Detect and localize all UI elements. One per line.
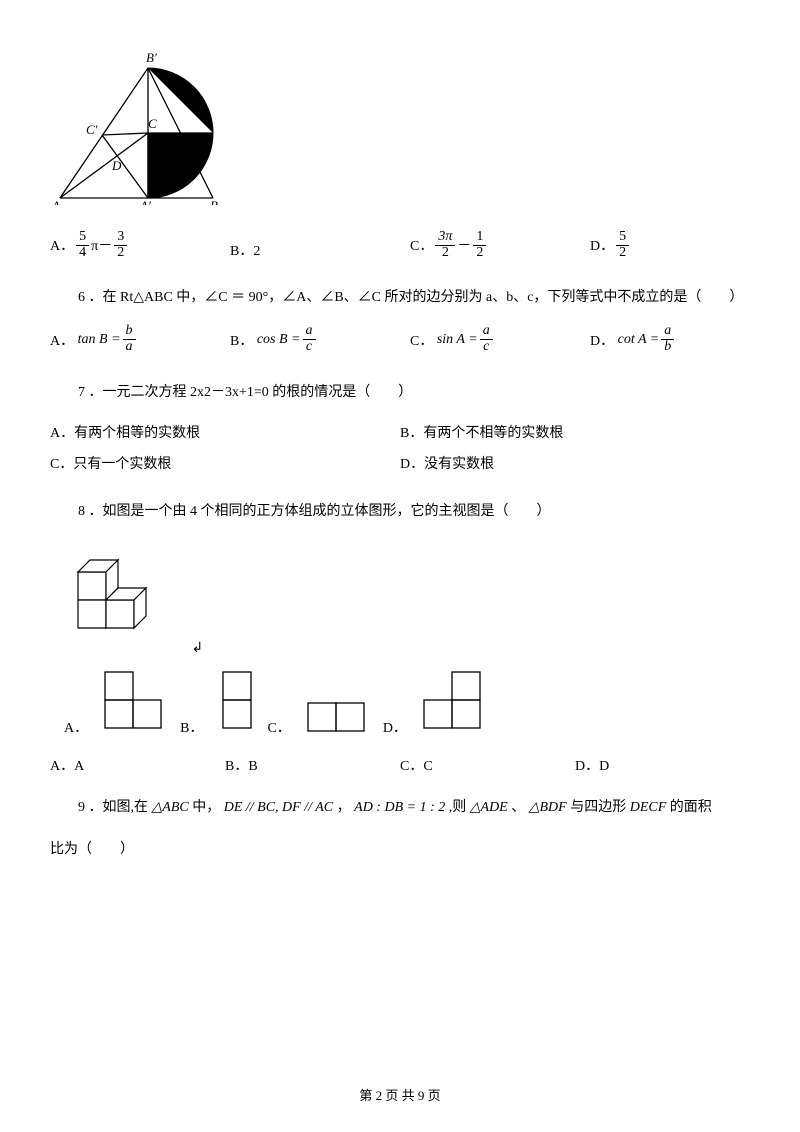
q8-answer-b: B．B (225, 755, 400, 775)
label-A: A (51, 198, 60, 205)
q5-option-c: C． 3π2 － 12 (410, 230, 590, 260)
option-label: B．2 (230, 240, 260, 260)
q8-answer-d: D．D (575, 755, 750, 775)
q8-arrow-label: ↲ (192, 641, 204, 656)
q8-view-options: A． B． C． D． (62, 669, 750, 737)
q8-figure: ↲ (58, 542, 750, 657)
q8-answers: A．A B．B C．C D．D (50, 755, 750, 775)
option-label: C． (410, 235, 433, 255)
label-A-prime: A' (139, 198, 151, 205)
q8-text: 8 ．如图是一个由 4 个相同的正方体组成的立体图形，它的主视图是（ ） (50, 498, 750, 526)
label-C-prime: C' (86, 122, 98, 137)
label-C: C (148, 116, 157, 131)
q7-option-b: B．有两个不相等的实数根 (400, 419, 750, 450)
q5-options: A． 54 π－ 32 B．2 C． 3π2 － 12 D． 52 (50, 230, 750, 260)
q6-option-d: D． cot A = ab (590, 324, 750, 354)
q8-answer-a: A．A (50, 755, 225, 775)
q6-options: A． tan B = ba B． cos B = ac C． sin A = a… (50, 324, 750, 354)
q5-option-a: A． 54 π－ 32 (50, 230, 230, 260)
view-option-b-icon (217, 669, 257, 737)
view-option-d-icon (421, 669, 489, 737)
geometry-diagram: B' C' C D A A' B (50, 50, 230, 205)
view-option-a-icon (102, 669, 170, 737)
q7-text: 7 ．一元二次方程 2x2－3x+1=0 的根的情况是（ ） (50, 379, 750, 407)
q7-options: A．有两个相等的实数根 B．有两个不相等的实数根 C．只有一个实数根 D．没有实… (50, 419, 750, 481)
q6-text: 6 ．在 Rt△ABC 中，∠C ＝ 90°，∠A、∠B、∠C 所对的边分别为 … (50, 284, 750, 312)
cube-3d-icon (58, 542, 188, 652)
q9-text: 9 ．如图,在 △ABC 中， DE // BC, DF // AC ， AD … (50, 793, 750, 824)
q7-option-d: D．没有实数根 (400, 450, 750, 481)
page-footer: 第 2 页 共 9 页 (0, 1085, 800, 1104)
q5-option-d: D． 52 (590, 230, 750, 260)
q9-cont: 比为（ ） (50, 836, 750, 864)
q6-option-b: B． cos B = ac (230, 324, 410, 354)
q6-option-a: A． tan B = ba (50, 324, 230, 354)
q6-option-c: C． sin A = ac (410, 324, 590, 354)
label-D: D (111, 158, 122, 173)
option-label: A． (50, 235, 74, 255)
label-B: B (210, 198, 218, 205)
view-option-c-icon (305, 697, 373, 737)
label-B-prime: B' (146, 50, 157, 65)
option-label: D． (590, 235, 614, 255)
q8-answer-c: C．C (400, 755, 575, 775)
q5-figure: B' C' C D A A' B (50, 50, 750, 210)
q7-option-a: A．有两个相等的实数根 (50, 419, 400, 450)
q5-option-b: B．2 (230, 240, 410, 260)
q7-option-c: C．只有一个实数根 (50, 450, 400, 481)
